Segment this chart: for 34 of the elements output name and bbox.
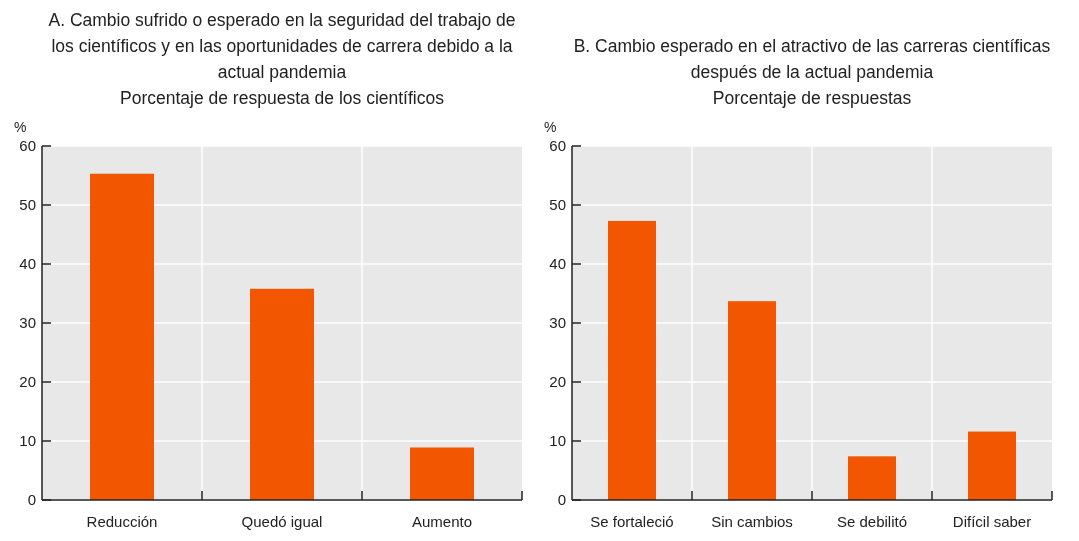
bar	[728, 301, 776, 500]
chart-subtitle: Porcentaje de respuesta de los científicos	[120, 88, 445, 108]
x-tick-label: Reducción	[86, 513, 158, 530]
y-tick-label: 20	[549, 373, 566, 391]
y-tick-label: 50	[549, 196, 566, 214]
y-tick-label: 30	[19, 314, 36, 332]
x-tick-label: Sin cambios	[711, 513, 793, 530]
y-tick-label: 0	[27, 491, 36, 509]
y-tick-label: 40	[19, 255, 36, 273]
bar	[90, 173, 154, 500]
x-tick-label: Difícil saber	[952, 513, 1032, 530]
y-tick-label: 40	[549, 255, 566, 273]
y-axis-title: %	[544, 119, 557, 135]
y-tick-label: 10	[19, 432, 36, 450]
y-tick-label: 30	[549, 314, 566, 332]
chart-subtitle: Porcentaje de respuestas	[712, 88, 912, 108]
x-tick-label: Se fortaleció	[590, 513, 674, 530]
chart-title: B. Cambio esperado en el atractivo de las carreras científicas después de la actual pandemia	[573, 36, 1051, 82]
bar	[608, 220, 656, 500]
y-axis-title: %	[14, 119, 27, 135]
chart-title: A. Cambio sufrido o esperado en la seguridad del trabajo de los científicos y en las oportunidades de carrera debido a la actual pandemia	[48, 10, 516, 82]
y-tick-label: 50	[19, 196, 36, 214]
x-tick-label: Quedó igual	[241, 513, 323, 530]
y-tick-label: 0	[557, 491, 566, 509]
bar	[968, 431, 1016, 500]
y-tick-label: 60	[549, 137, 566, 155]
x-tick-label: Se debilitó	[836, 513, 908, 530]
bar	[410, 447, 474, 500]
bar	[250, 288, 314, 500]
y-tick-label: 60	[19, 137, 36, 155]
bar	[848, 456, 896, 500]
y-tick-label: 20	[19, 373, 36, 391]
y-tick-label: 10	[549, 432, 566, 450]
x-tick-label: Aumento	[411, 513, 473, 530]
